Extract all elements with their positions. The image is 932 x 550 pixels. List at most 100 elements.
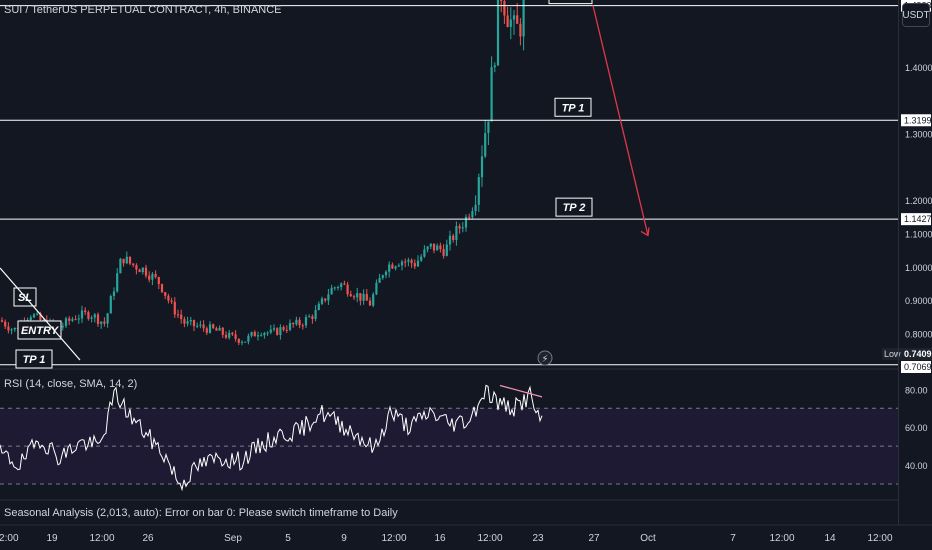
candle-body	[394, 266, 397, 269]
candle-body	[410, 259, 413, 264]
candle-body	[208, 324, 212, 333]
candle	[173, 297, 176, 318]
candle	[7, 322, 10, 334]
candle-body	[64, 318, 68, 326]
candle	[272, 324, 276, 332]
candle	[420, 254, 423, 262]
candle-body	[301, 325, 304, 327]
candle	[196, 322, 199, 329]
time-tick-label: Oct	[640, 533, 656, 544]
candle-body	[346, 284, 349, 295]
candle-body	[253, 332, 256, 337]
candle-body	[279, 327, 282, 335]
candle-body	[327, 294, 330, 301]
candle-body	[496, 0, 500, 66]
candle-body	[109, 296, 112, 314]
candle	[77, 314, 80, 324]
candle-body	[186, 321, 189, 324]
candle-body	[128, 256, 132, 264]
candle-body	[442, 249, 445, 256]
candle-body	[448, 235, 452, 245]
candle	[282, 325, 285, 332]
time-tick-label: 12:00	[89, 533, 114, 544]
left-tp1-label: TP 1	[15, 349, 53, 369]
candle-body	[340, 283, 343, 288]
candle	[237, 338, 240, 346]
candle-body	[324, 298, 327, 301]
candle	[375, 279, 378, 296]
candle	[170, 297, 173, 305]
candle	[96, 312, 100, 327]
candle-body	[455, 226, 458, 240]
candle	[423, 245, 426, 258]
candle-body	[215, 328, 218, 331]
candle-body	[484, 133, 487, 157]
candle	[439, 242, 442, 253]
candle	[474, 195, 477, 216]
candle	[224, 331, 228, 340]
candle	[493, 62, 496, 73]
candle	[199, 320, 202, 329]
candle	[311, 314, 314, 324]
candle-body	[311, 316, 314, 319]
candle-body	[218, 327, 221, 331]
candle	[404, 258, 407, 268]
level-price-box	[901, 213, 931, 226]
candle-body	[4, 321, 7, 327]
time-tick-label: 14	[824, 533, 836, 544]
candle	[186, 316, 189, 327]
candle-body	[356, 293, 359, 298]
candle-body	[282, 327, 285, 330]
candle	[90, 315, 93, 323]
entry-label-box	[548, 0, 593, 5]
candle-body	[263, 332, 266, 336]
candle-body	[106, 313, 109, 324]
candle-body	[480, 156, 484, 178]
candle	[327, 288, 330, 305]
candle-body	[487, 121, 490, 134]
candle-body	[151, 273, 154, 280]
candle	[455, 221, 458, 246]
candle	[426, 245, 429, 253]
candle	[458, 223, 461, 234]
candle	[410, 258, 413, 268]
candle-body	[333, 287, 336, 289]
candle-body	[84, 310, 87, 313]
candle-body	[509, 19, 512, 27]
candle-body	[522, 0, 525, 37]
candle	[397, 263, 400, 268]
price-tick-label: 1.4000	[905, 63, 932, 73]
currency-button[interactable]: USDT	[902, 3, 930, 27]
candle-body	[474, 204, 477, 212]
candle-body	[256, 335, 260, 337]
candle	[176, 309, 180, 319]
candle-body	[112, 291, 116, 297]
candle	[330, 284, 333, 295]
tp1-label: TP 1	[554, 97, 592, 117]
price-tick-label: 0.8000	[905, 330, 932, 340]
time-tick-label: 12:00	[0, 533, 19, 544]
candle-body	[500, 0, 503, 2]
candle	[266, 331, 269, 337]
candle	[228, 329, 231, 340]
candle	[519, 18, 522, 46]
candle-body	[464, 216, 468, 228]
candle-body	[250, 332, 253, 336]
candle	[349, 290, 352, 297]
candle-body	[96, 314, 100, 324]
candle	[218, 325, 221, 331]
candle-body	[61, 325, 64, 328]
candle-body	[192, 320, 196, 327]
candle-body	[260, 335, 263, 337]
time-tick-label: 26	[142, 533, 154, 544]
low-word: Low	[884, 349, 901, 359]
candle-body	[404, 261, 407, 263]
candle	[372, 292, 375, 308]
candle	[359, 293, 362, 306]
time-tick-label: 23	[532, 533, 544, 544]
candle	[93, 312, 96, 323]
candle-body	[13, 327, 16, 330]
candle-body	[154, 273, 157, 278]
